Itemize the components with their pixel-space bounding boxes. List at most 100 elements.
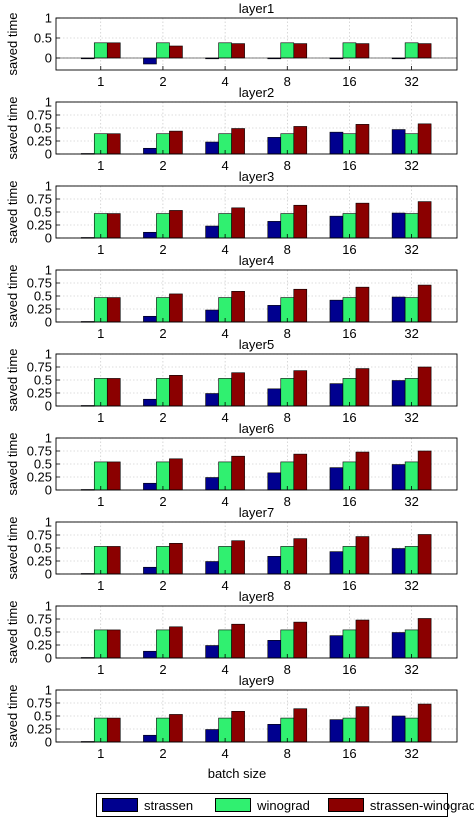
x-tick-label: 2 [159,578,166,593]
x-tick-label: 2 [159,326,166,341]
y-tick-label: 1 [45,179,52,194]
bar-strassen-2 [143,57,157,65]
bar-strassen-winograd-2 [169,543,183,575]
y-tick-label: 0.75 [27,276,52,291]
bar-winograd-16 [342,461,357,491]
bar-winograd-8 [280,629,295,659]
y-tick-label: 0.25 [27,218,52,233]
bar-strassen-16 [329,719,344,743]
bar-winograd-32 [404,461,419,491]
bar-strassen-winograd-16 [355,451,370,491]
x-axis-label: batch size [207,766,267,781]
panel-title: layer7 [239,505,274,520]
x-tick-label: 8 [284,746,291,761]
bar-strassen-winograd-32 [417,201,432,239]
legend-swatch-strassen-winograd [327,798,364,812]
x-tick-label: 8 [284,494,291,509]
x-tick-label: 16 [342,662,356,677]
bar-strassen-winograd-32 [417,123,432,155]
bar-strassen-winograd-8 [293,538,308,575]
bar-strassen-winograd-8 [293,204,308,239]
y-tick-label: 0 [45,231,52,246]
bar-winograd-4 [218,546,232,575]
bar-winograd-1 [93,378,108,407]
y-tick-label: 0 [45,483,52,498]
bar-strassen-4 [205,645,219,659]
x-tick-label: 2 [159,746,166,761]
y-tick-label: 0.25 [27,722,52,737]
bar-strassen-winograd-16 [355,706,370,743]
bar-strassen-32 [391,129,406,155]
x-tick-label: 4 [221,410,228,425]
bar-strassen-winograd-16 [355,536,370,575]
bar-strassen-winograd-1 [106,297,121,323]
x-tick-label: 8 [284,662,291,677]
x-tick-label: 8 [284,326,291,341]
y-tick-label: 1 [45,347,52,362]
x-tick-label: 32 [404,662,418,677]
y-tick-label: 0 [45,567,52,582]
bar-winograd-1 [93,546,108,575]
x-tick-label: 1 [97,158,104,173]
bar-strassen-winograd-2 [169,375,183,407]
x-tick-label: 16 [342,410,356,425]
panel-title: layer6 [239,421,274,436]
bar-strassen-8 [267,556,282,575]
bar-strassen-winograd-8 [293,288,308,323]
bar-strassen-2 [143,482,157,491]
bar-winograd-2 [156,461,170,491]
y-axis-label: saved time [5,13,20,76]
bar-strassen-winograd-4 [231,207,245,239]
axes-frame [55,185,458,239]
y-tick-label: 0.75 [27,192,52,207]
bar-strassen-winograd-16 [355,619,370,659]
bar-strassen-winograd-4 [231,291,245,323]
y-tick-label: 0.75 [27,528,52,543]
bar-winograd-8 [280,546,295,575]
y-axis-label: saved time [5,349,20,412]
bar-strassen-winograd-2 [169,293,183,323]
bar-strassen-8 [267,137,282,155]
bar-winograd-32 [404,378,419,407]
y-tick-label: 0.5 [34,373,52,388]
bar-strassen-winograd-2 [169,458,183,491]
panel-title: layer4 [239,253,274,268]
bar-winograd-16 [342,378,357,407]
bar-winograd-16 [342,629,357,659]
bar-strassen-4 [205,141,219,155]
bar-strassen-winograd-32 [417,703,432,743]
bar-winograd-4 [218,461,232,491]
y-tick-label: 0.75 [27,108,52,123]
bar-strassen-winograd-2 [169,210,183,239]
bar-strassen-4 [205,729,219,743]
x-tick-label: 32 [404,74,418,89]
y-tick-label: 0.25 [27,554,52,569]
y-axis-label: saved time [5,265,20,328]
bar-strassen-2 [143,734,157,743]
bar-strassen-winograd-1 [106,461,121,491]
x-tick-label: 32 [404,326,418,341]
x-tick-label: 32 [404,242,418,257]
bar-strassen-winograd-8 [293,43,308,59]
x-tick-label: 4 [221,494,228,509]
bar-strassen-winograd-4 [231,540,245,575]
bar-strassen-16 [329,551,344,575]
bar-strassen-32 [391,548,406,575]
bar-strassen-winograd-4 [231,128,245,155]
bar-strassen-8 [267,724,282,743]
x-tick-label: 32 [404,410,418,425]
bar-strassen-winograd-1 [106,42,121,59]
bar-strassen-winograd-1 [106,629,121,659]
bar-winograd-8 [280,42,295,59]
bar-strassen-winograd-2 [169,130,183,155]
bar-strassen-16 [329,131,344,155]
x-tick-label: 4 [221,746,228,761]
bar-strassen-winograd-4 [231,455,245,491]
axes-frame [55,17,458,71]
legend: strassen winograd strassen-winograd [96,793,474,817]
bar-strassen-winograd-4 [231,711,245,743]
